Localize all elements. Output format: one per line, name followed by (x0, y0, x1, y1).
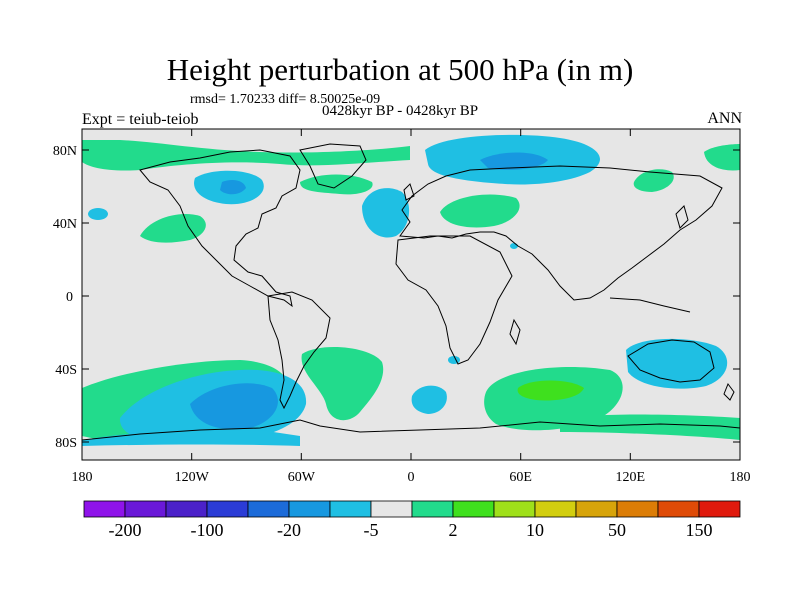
anomaly-blob-green (633, 169, 674, 192)
colorbar-swatch (575, 500, 618, 518)
y-tick-label: 40N (53, 217, 77, 232)
colorbar-swatch (124, 500, 167, 518)
colorbar-swatch (83, 500, 126, 518)
colorbar-label: 10 (526, 520, 544, 540)
colorbar-swatch (698, 500, 741, 518)
colorbar-labels: -200 -100 -20 -5 2 10 50 150 (109, 520, 713, 540)
colorbar-swatch (657, 500, 700, 518)
y-tick-label: 0 (66, 290, 73, 305)
colorbar-label: -100 (191, 520, 224, 540)
colorbar-swatch (165, 500, 208, 518)
colorbar-label: -200 (109, 520, 142, 540)
coastline-greenland (299, 143, 367, 189)
colorbar-swatch (411, 500, 454, 518)
colorbar-swatch (329, 500, 372, 518)
y-tick-label: 80N (53, 144, 77, 159)
coastline-uk (403, 183, 415, 201)
colorbar-label: 50 (608, 520, 626, 540)
anomaly-blob-blue (510, 243, 518, 249)
coastline-madagascar (509, 318, 521, 346)
colorbar-label: -5 (364, 520, 379, 540)
coastline-eurasia (399, 165, 723, 301)
colorbar-label: 2 (449, 520, 458, 540)
colorbar-swatch (616, 500, 659, 518)
x-tick-label: 180 (72, 470, 93, 485)
anomaly-blob-blue-core (220, 180, 246, 195)
map-title: Height perturbation at 500 hPa (in m) (166, 52, 634, 87)
x-tick-label: 0 (408, 470, 415, 485)
experiment-label: Expt = teiub-teiob (82, 111, 199, 128)
y-tick-label: 40S (55, 363, 77, 378)
coastline-africa (395, 235, 513, 365)
colorbar-label: 150 (686, 520, 713, 540)
coastline-japan (675, 205, 689, 229)
season-label: ANN (707, 110, 742, 127)
stats-label: rmsd= 1.70233 diff= 8.50025e-09 (190, 92, 381, 107)
anomaly-blob-blue (626, 338, 728, 389)
anomaly-blob-bright-green (517, 380, 584, 401)
coastline-new-zealand (723, 382, 735, 401)
colorbar (83, 500, 741, 518)
coastline-antarctica (82, 419, 740, 441)
anomaly-blob-green (82, 140, 410, 171)
period-label: 0428kyr BP - 0428kyr BP (321, 103, 479, 119)
colorbar-swatch (493, 500, 536, 518)
y-tick-label: 80S (55, 436, 77, 451)
anomaly-blob-blue-core (480, 152, 548, 170)
anomaly-blob-blue (82, 429, 300, 446)
colorbar-swatch (534, 500, 577, 518)
coastline-north-america (139, 149, 301, 308)
anomaly-blob-blue (362, 188, 410, 238)
coastlines (82, 143, 740, 441)
colorbar-swatch (247, 500, 290, 518)
anomaly-blob-green (560, 414, 740, 440)
x-tick-label: 180 (730, 470, 751, 485)
x-tick-label: 120E (616, 470, 646, 485)
colorbar-swatch (452, 500, 495, 518)
colorbar-swatch (206, 500, 249, 518)
coastline-indonesia (609, 297, 691, 313)
colorbar-label: -20 (277, 520, 301, 540)
coastline-south-america (267, 291, 331, 410)
colorbar-swatch (370, 500, 413, 518)
x-tick-label: 120W (175, 470, 210, 485)
anomaly-blob-green (440, 194, 520, 228)
anomaly-field (82, 134, 740, 446)
x-tick-label: 60E (509, 470, 532, 485)
anomaly-blob-blue (411, 385, 447, 414)
anomaly-blob-green (300, 174, 373, 195)
anomaly-blob-green (140, 214, 206, 243)
anomaly-blob-green (704, 144, 740, 171)
anomaly-blob-blue (448, 356, 460, 364)
anomaly-blob-green (301, 347, 384, 421)
x-axis (81, 129, 741, 460)
x-tick-label: 60W (288, 470, 316, 485)
colorbar-swatch (288, 500, 331, 518)
y-axis (82, 149, 740, 443)
coastline-australia (627, 339, 715, 383)
anomaly-blob-blue-core (190, 383, 278, 430)
anomaly-blob-blue (88, 208, 108, 220)
